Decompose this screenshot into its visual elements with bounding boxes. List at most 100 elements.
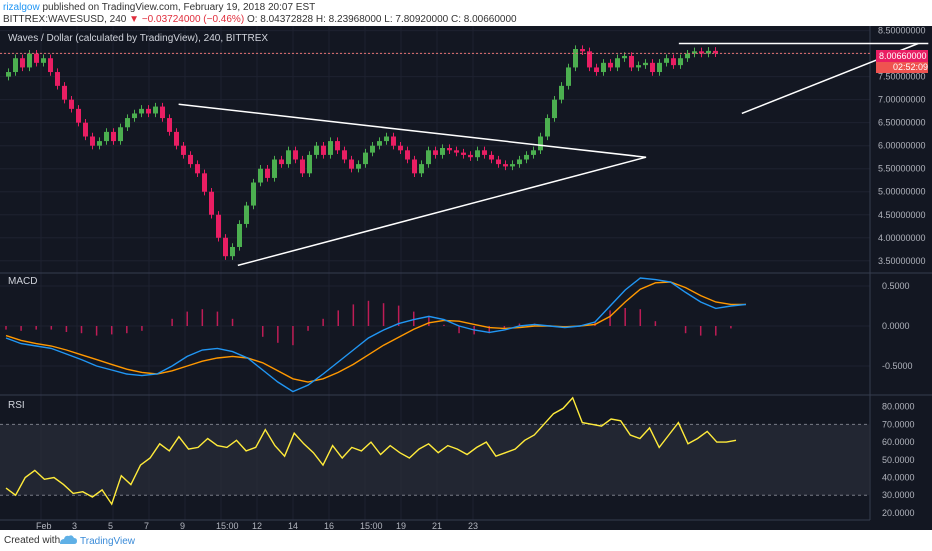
candle-body xyxy=(34,53,39,63)
candle-body xyxy=(517,159,522,165)
triangle-upper-trendline xyxy=(178,103,647,158)
time-tick-label: 14 xyxy=(288,521,298,530)
candle-body xyxy=(405,150,410,160)
candle-body xyxy=(629,55,634,68)
rsi-tick-label: 20.0000 xyxy=(882,508,915,518)
price-tick-label: 4.50000000 xyxy=(878,210,926,220)
candle-body xyxy=(258,168,263,183)
candle-body xyxy=(412,159,417,174)
rsi-band xyxy=(0,424,870,496)
candle-body xyxy=(41,58,46,63)
candle-body xyxy=(314,145,319,155)
author-link[interactable]: rizalgow xyxy=(3,2,40,13)
candle-body xyxy=(132,113,137,119)
candle-body xyxy=(13,58,18,73)
price-label: 8.00660000 xyxy=(879,51,927,61)
candle-body xyxy=(622,55,627,59)
candle-body xyxy=(643,62,648,66)
candle-body xyxy=(566,67,571,86)
candle-body xyxy=(20,58,25,68)
triangle-lower-trendline xyxy=(237,156,647,267)
macd-tick-label: 0.5000 xyxy=(882,281,910,291)
rsi-tick-label: 40.0000 xyxy=(882,472,915,482)
candle-body xyxy=(671,58,676,66)
candle-body xyxy=(174,131,179,146)
price-tick-label: 5.50000000 xyxy=(878,164,926,174)
tradingview-cloud-icon: TradingView xyxy=(60,535,136,547)
candle-body xyxy=(461,152,466,155)
candle-body xyxy=(419,164,424,174)
rsi-tick-label: 30.0000 xyxy=(882,490,915,500)
price-tick-label: 7.00000000 xyxy=(878,95,926,105)
macd-tick-label: 0.0000 xyxy=(882,321,910,331)
candle-body xyxy=(349,159,354,169)
rsi-tick-label: 70.0000 xyxy=(882,419,915,429)
candle-body xyxy=(195,164,200,174)
candle-body xyxy=(713,50,718,54)
candle-body xyxy=(83,122,88,137)
candle-body xyxy=(118,127,123,142)
candle-body xyxy=(636,65,641,68)
candle-body xyxy=(286,150,291,165)
candle-body xyxy=(433,150,438,155)
candle-body xyxy=(90,136,95,146)
candle-body xyxy=(545,118,550,137)
candle-body xyxy=(223,237,228,257)
candle-body xyxy=(293,150,298,160)
candle-body xyxy=(503,164,508,167)
price-tick-label: 7.50000000 xyxy=(878,72,926,82)
time-tick-label: 19 xyxy=(396,521,406,530)
chart-area[interactable]: 3.50000000 4.00000000 4.50000000 5.00000000… xyxy=(0,26,932,531)
rsi-tick-label: 60.0000 xyxy=(882,437,915,447)
candle-body xyxy=(664,58,669,63)
svg-text:TradingView: TradingView xyxy=(80,536,136,547)
countdown-bg xyxy=(876,62,928,73)
chart-svg[interactable]: 3.50000000 4.00000000 4.50000000 5.00000000… xyxy=(0,26,932,531)
candle-body xyxy=(167,118,172,132)
pane-borders xyxy=(0,26,932,521)
macd-title: MACD xyxy=(8,276,37,287)
candle-body xyxy=(328,141,333,155)
rsi-tick-label: 80.0000 xyxy=(882,402,915,412)
ohlc-values: O: 8.04372828 H: 8.23968000 L: 7.8092000… xyxy=(246,14,517,25)
time-tick-label: 12 xyxy=(252,521,262,530)
time-tick-label: 23 xyxy=(468,521,478,530)
price-label-bg xyxy=(876,50,928,62)
candle-body xyxy=(265,168,270,178)
candle-body xyxy=(55,72,60,86)
candle-body xyxy=(202,173,207,192)
candle-body xyxy=(678,58,683,66)
published-text: published on TradingView.com, February 1… xyxy=(42,2,316,13)
change-value: −0.03724000 (−0.46%) xyxy=(141,14,245,25)
candle-body xyxy=(209,191,214,215)
candle-body xyxy=(538,136,543,151)
candle-body xyxy=(426,150,431,165)
candle-body xyxy=(6,72,11,77)
time-tick-label: Feb xyxy=(36,521,52,530)
candle-body xyxy=(363,152,368,165)
price-tick-label: 6.00000000 xyxy=(878,141,926,151)
candle-body xyxy=(706,50,711,54)
main-title: Waves / Dollar (calculated by TradingVie… xyxy=(8,33,268,44)
tradingview-logo[interactable]: TradingView xyxy=(58,532,148,551)
candle-body xyxy=(188,154,193,165)
candle-body xyxy=(153,106,158,114)
axes: 3.50000000 4.00000000 4.50000000 5.00000000… xyxy=(36,26,926,531)
price-tick-label: 6.50000000 xyxy=(878,118,926,128)
time-tick-label: 21 xyxy=(432,521,442,530)
candle-body xyxy=(398,145,403,151)
symbol-line: BITTREX:WAVESUSD, 240 ▼ −0.03724000 (−0.… xyxy=(3,14,517,25)
candle-body xyxy=(342,150,347,160)
candle-body xyxy=(440,148,445,155)
candle-body xyxy=(594,67,599,73)
time-tick-label: 15:00 xyxy=(360,521,383,530)
candle-body xyxy=(531,150,536,155)
publish-line: rizalgow published on TradingView.com, F… xyxy=(3,2,315,13)
candle-body xyxy=(48,58,53,73)
candle-body xyxy=(587,51,592,68)
candle-body xyxy=(580,49,585,52)
time-tick-label: 16 xyxy=(324,521,334,530)
candle-body xyxy=(377,141,382,146)
candle-body xyxy=(601,62,606,73)
candle-body xyxy=(321,145,326,155)
